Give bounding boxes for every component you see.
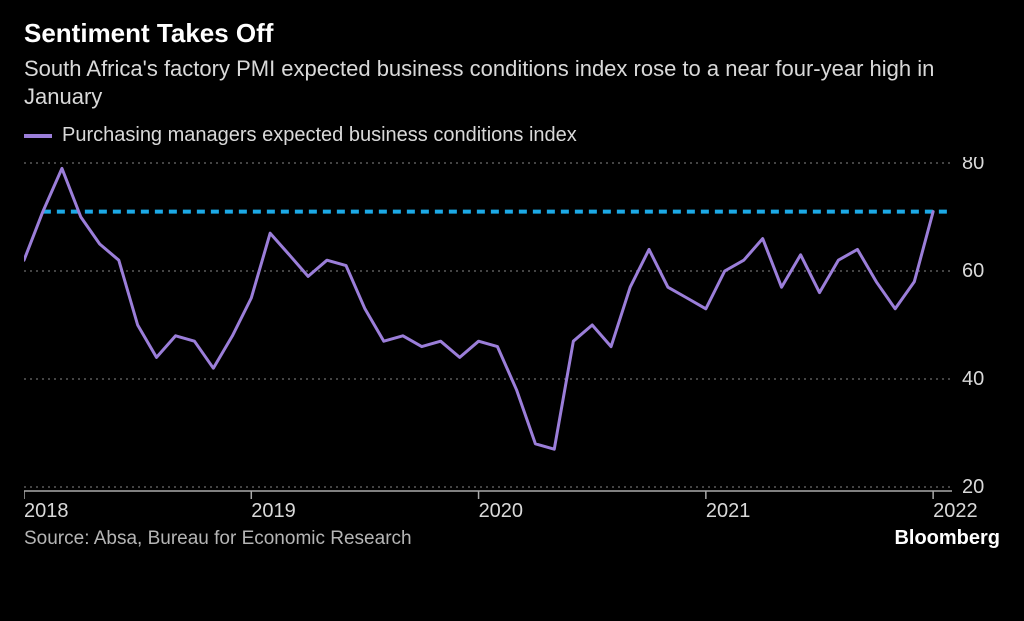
legend-label: Purchasing managers expected business co… (62, 124, 577, 147)
y-tick-label: 60 (962, 260, 984, 282)
footer: Source: Absa, Bureau for Economic Resear… (24, 527, 1000, 550)
chart-plot: 20 40 60 80 2018 2019 2020 2021 2022 (24, 157, 1000, 517)
chart-card: Sentiment Takes Off South Africa's facto… (0, 0, 1024, 621)
x-tick-label: 2018 (24, 500, 69, 517)
x-tick-label: 2020 (479, 500, 524, 517)
x-tick-label: 2021 (706, 500, 751, 517)
brand-text: Bloomberg (894, 527, 1000, 550)
chart-subtitle: South Africa's factory PMI expected busi… (24, 55, 1000, 110)
x-tick-label: 2019 (251, 500, 296, 517)
y-tick-label: 40 (962, 368, 984, 390)
chart-svg: 20 40 60 80 2018 2019 2020 2021 2022 (24, 157, 1000, 517)
chart-title: Sentiment Takes Off (24, 18, 1000, 49)
legend: Purchasing managers expected business co… (24, 124, 1000, 147)
source-text: Source: Absa, Bureau for Economic Resear… (24, 528, 412, 550)
x-tick-label: 2022 (933, 500, 978, 517)
y-tick-label: 20 (962, 476, 984, 498)
legend-swatch (24, 134, 52, 138)
y-tick-label: 80 (962, 157, 984, 174)
